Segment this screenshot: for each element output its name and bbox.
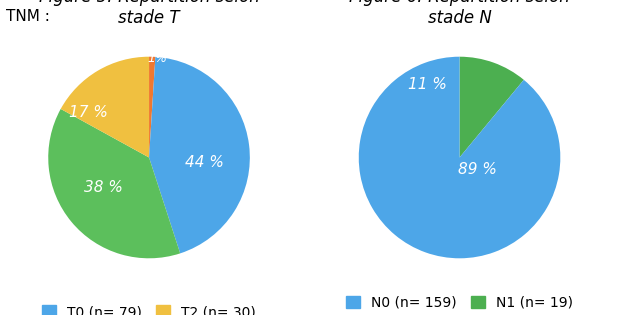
- Text: TNM :: TNM :: [6, 9, 50, 25]
- Title: Figure 5: Répartition selon
stade T: Figure 5: Répartition selon stade T: [39, 0, 260, 27]
- Text: 38 %: 38 %: [84, 180, 123, 195]
- Legend: T0 (n= 79), T1 (n= 67), T2 (n= 30), TX (n= 2): T0 (n= 79), T1 (n= 67), T2 (n= 30), TX (…: [35, 298, 263, 315]
- Wedge shape: [460, 57, 524, 158]
- Text: 44 %: 44 %: [185, 155, 224, 170]
- Text: 1%: 1%: [147, 52, 167, 65]
- Wedge shape: [149, 57, 250, 253]
- Title: Figure 6: Répartition selon
stade N: Figure 6: Répartition selon stade N: [349, 0, 570, 27]
- Wedge shape: [359, 57, 560, 258]
- Wedge shape: [61, 57, 149, 158]
- Text: 17 %: 17 %: [69, 105, 108, 120]
- Wedge shape: [149, 57, 155, 158]
- Wedge shape: [48, 109, 180, 258]
- Legend: N0 (n= 159), N1 (n= 19): N0 (n= 159), N1 (n= 19): [339, 289, 580, 315]
- Text: 89 %: 89 %: [458, 162, 497, 177]
- Text: 11 %: 11 %: [408, 77, 446, 92]
